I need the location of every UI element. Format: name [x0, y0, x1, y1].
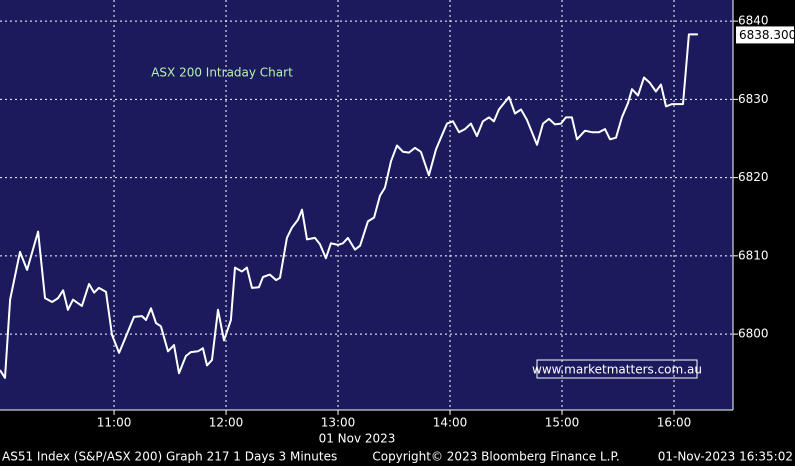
x-tick-label: 16:00	[657, 416, 692, 430]
price-line	[0, 33, 698, 379]
plot-area	[0, 0, 733, 410]
x-tick-label: 12:00	[209, 416, 244, 430]
footer-left: AS51 Index (S&P/ASX 200) Graph 217 1 Day…	[2, 450, 337, 464]
watermark-box	[536, 359, 698, 379]
chart-title: ASX 200 Intraday Chart	[151, 66, 293, 80]
x-tick-label: 11:00	[97, 416, 132, 430]
watermark: www.marketmatters.com.au	[532, 363, 702, 377]
y-tick-label: 6840	[738, 14, 769, 28]
last-price-label: 6838.300	[739, 28, 795, 42]
x-tick-label: 15:00	[545, 416, 580, 430]
footer-right: 01-Nov-2023 16:35:02	[658, 450, 793, 464]
last-price-box	[736, 26, 794, 44]
y-tick-label: 6810	[738, 248, 769, 262]
y-tick-label: 6800	[738, 327, 769, 341]
y-tick-label: 6830	[738, 92, 769, 106]
y-tick-label: 6820	[738, 170, 769, 184]
x-axis-label: 01 Nov 2023	[319, 432, 396, 446]
x-tick-label: 13:00	[321, 416, 356, 430]
footer-center: Copyright© 2023 Bloomberg Finance L.P.	[372, 450, 619, 464]
x-tick-label: 14:00	[433, 416, 468, 430]
